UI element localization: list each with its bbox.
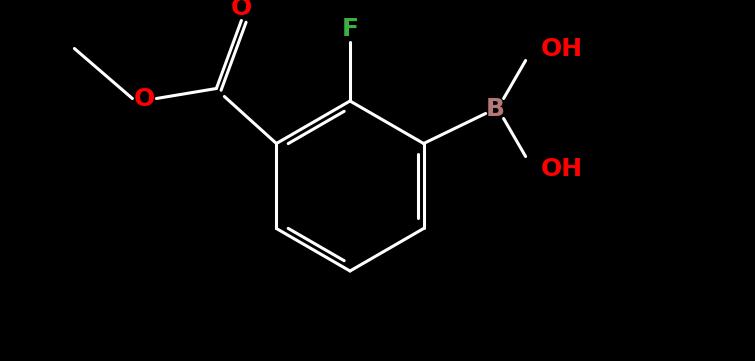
Text: OH: OH [541,157,583,180]
Text: OH: OH [541,36,583,61]
Text: O: O [231,0,252,19]
Text: B: B [486,96,505,121]
Text: F: F [341,17,359,41]
Text: O: O [134,87,155,110]
